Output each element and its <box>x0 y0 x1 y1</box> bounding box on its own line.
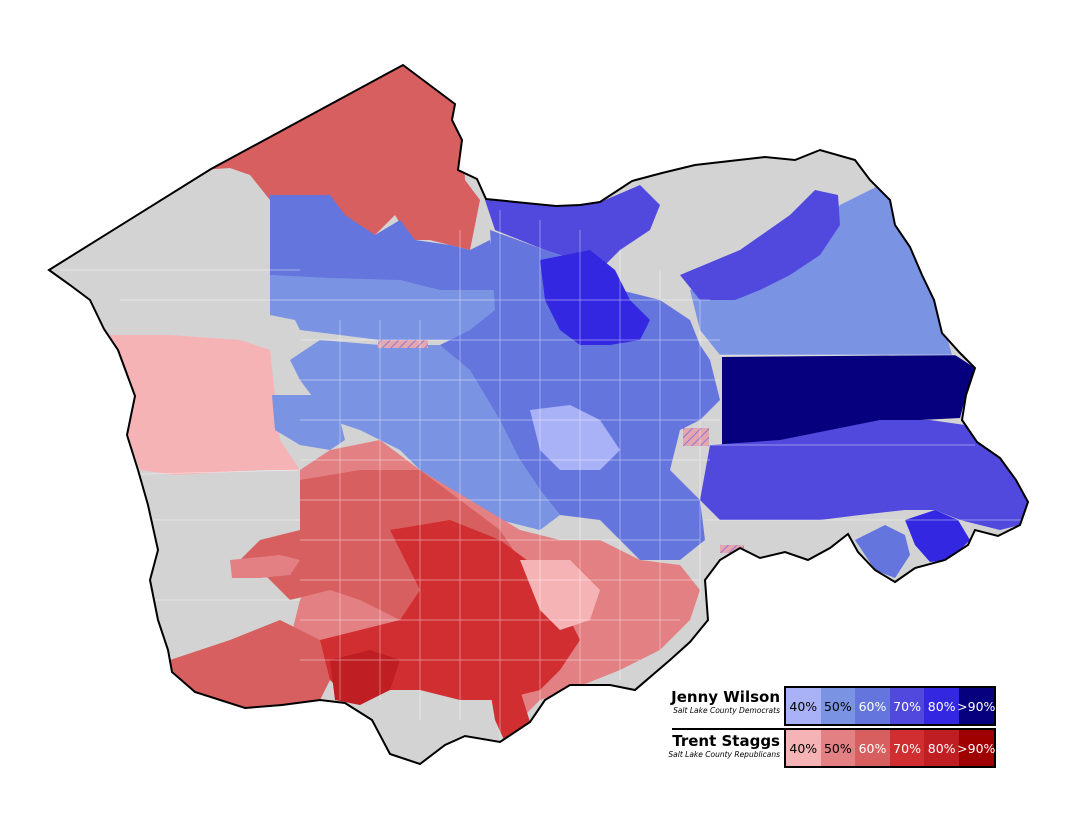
dem-swatch-3: 70% <box>889 688 925 724</box>
rep-swatch-3: 70% <box>889 730 925 766</box>
precinct-south-rep-80 <box>330 650 400 705</box>
rep-swatch-0: 40% <box>786 730 821 766</box>
dem-swatch-0: 40% <box>786 688 821 724</box>
dem-swatch-4: 80% <box>924 688 959 724</box>
precinct-west-rep-40 <box>105 335 300 475</box>
tie-area-3 <box>720 545 744 553</box>
precinct-north-rep <box>200 65 480 250</box>
precinct-east-dem-70-ridge <box>680 190 840 300</box>
dem-legend-label: Jenny Wilson Salt Lake County Democrats <box>550 689 780 716</box>
dem-candidate-name: Jenny Wilson <box>671 688 780 706</box>
precinct-southeast-dem-80 <box>905 510 970 562</box>
tie-area-2 <box>683 428 709 446</box>
rep-candidate-name: Trent Staggs <box>672 732 780 750</box>
rep-legend-label: Trent Staggs Salt Lake County Republican… <box>550 733 780 760</box>
dem-swatch-5: >90% <box>957 688 995 724</box>
precinct-core-dem-80 <box>540 250 650 345</box>
rep-swatch-4: 80% <box>924 730 959 766</box>
precinct-north-dem-60 <box>270 195 500 290</box>
precinct-east-dem-90 <box>722 355 975 445</box>
precinct-west-dem-50 <box>272 395 345 450</box>
precinct-northeast-dem-70 <box>485 185 660 270</box>
precinct-mid-dem-50 <box>290 340 560 530</box>
tie-area-1 <box>378 340 428 348</box>
rep-swatch-1: 50% <box>820 730 856 766</box>
precinct-center-dem-40 <box>530 405 620 470</box>
dem-swatch-2: 60% <box>855 688 890 724</box>
rep-swatch-5: >90% <box>957 730 995 766</box>
precinct-tongue-rep-50 <box>230 555 300 578</box>
rep-swatch-2: 60% <box>855 730 890 766</box>
dem-party-name: Salt Lake County Democrats <box>673 706 780 715</box>
rep-party-name: Salt Lake County Republicans <box>668 750 780 759</box>
rep-swatch-row: 40% 50% 60% 70% 80% >90% <box>784 728 996 768</box>
dem-swatch-1: 50% <box>820 688 856 724</box>
precinct-southeast-dem-60 <box>855 525 910 578</box>
dem-swatch-row: 40% 50% 60% 70% 80% >90% <box>784 686 996 726</box>
legend: Jenny Wilson Salt Lake County Democrats … <box>660 684 1032 772</box>
precinct-lines <box>60 210 1028 740</box>
precinct-east-dem-50 <box>690 185 952 355</box>
precinct-north-dem-50 <box>270 275 505 340</box>
legend-divider <box>672 728 784 730</box>
precinct-southwest-rep-60 <box>170 620 330 708</box>
precinct-east-dem-70 <box>700 420 1028 530</box>
